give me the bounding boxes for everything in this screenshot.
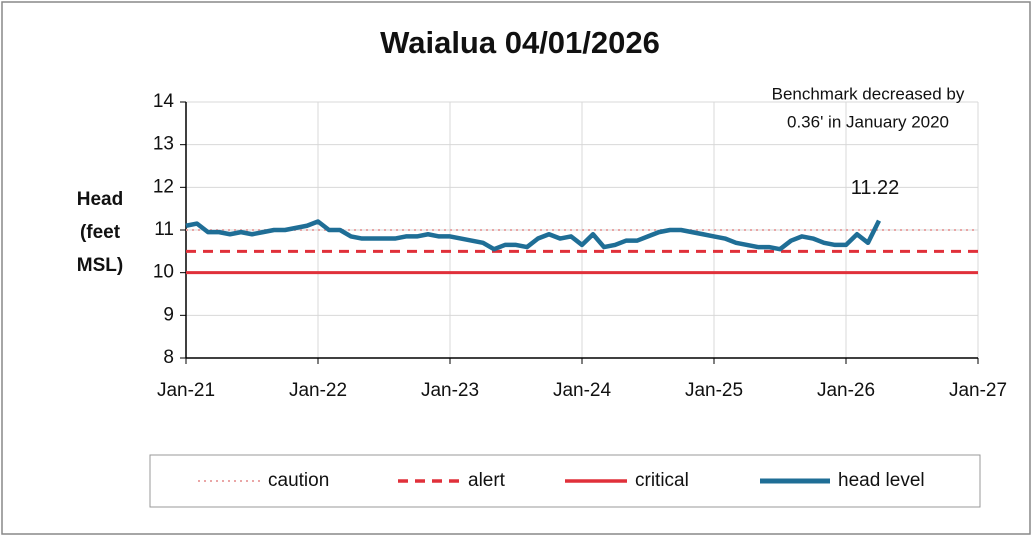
y-tick-label: 9 xyxy=(163,304,174,325)
legend-label: head level xyxy=(838,470,925,491)
y-tick-label: 13 xyxy=(153,134,174,155)
legend-label: alert xyxy=(468,470,506,491)
data-line xyxy=(185,219,882,252)
annotation: 0.36' in January 2020 xyxy=(787,112,949,131)
x-tick-label: Jan-22 xyxy=(289,380,347,401)
y-axis-label: Head xyxy=(77,189,123,210)
y-axis-label: MSL) xyxy=(77,255,123,276)
x-tick-label: Jan-24 xyxy=(553,380,612,401)
legend-label: critical xyxy=(635,470,689,491)
y-tick-label: 10 xyxy=(153,262,174,283)
x-tick-label: Jan-26 xyxy=(817,380,875,401)
y-tick-label: 14 xyxy=(153,91,175,112)
chart-title: Waialua 04/01/2026 xyxy=(380,25,660,60)
x-tick-label: Jan-25 xyxy=(685,380,743,401)
data-label: 11.22 xyxy=(851,177,900,199)
y-tick-label: 8 xyxy=(163,347,174,368)
y-tick-label: 11 xyxy=(154,219,174,240)
x-tick-label: Jan-21 xyxy=(157,380,215,401)
y-tick-label: 12 xyxy=(153,176,174,197)
x-tick-label: Jan-23 xyxy=(421,380,479,401)
annotation: Benchmark decreased by xyxy=(772,84,965,103)
x-tick-label: Jan-27 xyxy=(949,380,1007,401)
y-axis-label: (feet xyxy=(80,222,121,243)
legend-label: caution xyxy=(268,470,329,491)
